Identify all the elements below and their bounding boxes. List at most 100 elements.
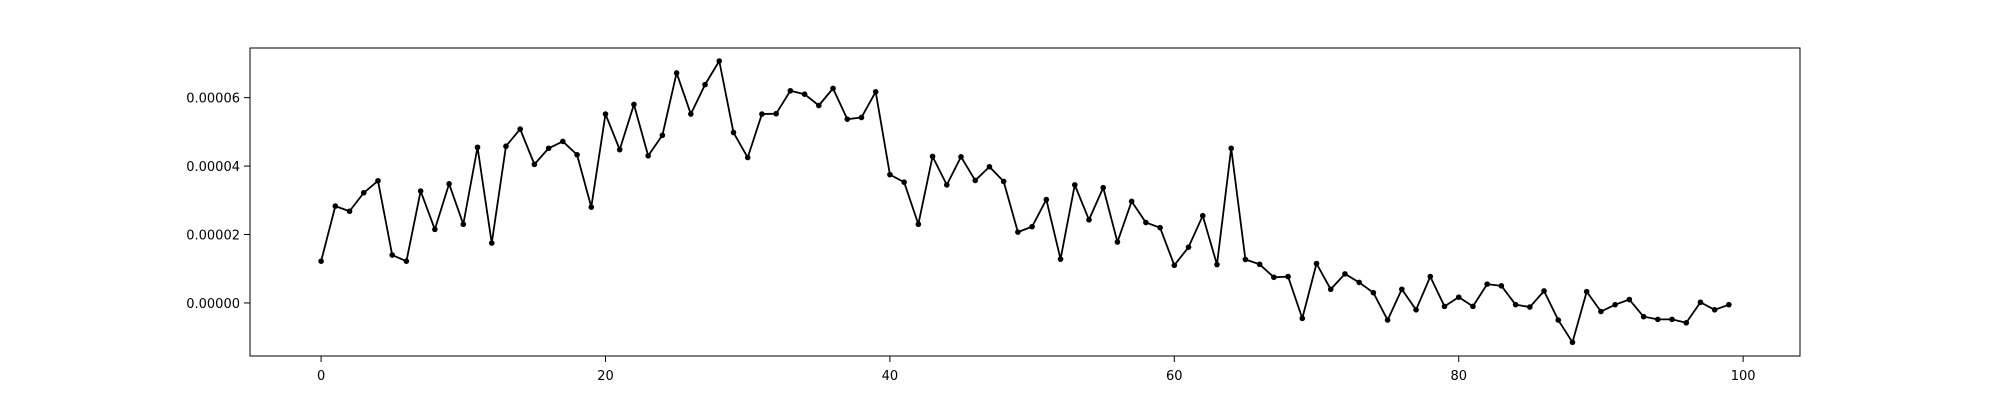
data-point xyxy=(659,132,666,139)
data-point xyxy=(318,258,324,265)
data-point xyxy=(1569,339,1576,346)
data-point xyxy=(1171,262,1178,269)
y-tick-label: 0.00002 xyxy=(186,229,240,244)
data-point xyxy=(474,144,481,151)
data-point xyxy=(1583,288,1590,295)
data-point xyxy=(1228,145,1234,152)
series-points xyxy=(318,58,1732,346)
data-point xyxy=(346,208,353,215)
data-point xyxy=(1527,304,1533,310)
data-point xyxy=(673,70,680,76)
data-point xyxy=(616,146,623,153)
y-axis: 0.00000 0.00002 0.00004 0.00006 xyxy=(186,92,250,312)
data-point xyxy=(1285,273,1291,280)
data-point xyxy=(830,85,836,92)
data-point xyxy=(1427,273,1434,280)
data-point xyxy=(446,181,452,187)
data-point xyxy=(1640,313,1647,320)
plot-area xyxy=(250,48,1800,356)
x-tick-label: 60 xyxy=(1166,369,1183,384)
data-point xyxy=(1612,301,1618,308)
data-point xyxy=(503,143,509,150)
data-point xyxy=(1327,286,1334,293)
data-point xyxy=(602,111,609,117)
x-tick-label: 20 xyxy=(597,369,614,384)
data-point xyxy=(1057,256,1064,262)
data-point xyxy=(1697,299,1704,306)
data-point xyxy=(702,81,708,88)
y-tick-label: 0.00000 xyxy=(186,297,240,312)
data-point xyxy=(417,188,424,194)
data-point xyxy=(1441,303,1448,310)
data-point xyxy=(1541,288,1547,294)
data-point xyxy=(389,252,396,258)
data-point xyxy=(1726,301,1732,308)
data-point xyxy=(360,189,367,196)
data-point xyxy=(1470,303,1476,310)
data-point xyxy=(560,138,566,145)
data-point xyxy=(1342,271,1348,277)
data-point xyxy=(872,89,879,95)
data-point xyxy=(1100,184,1107,191)
data-point xyxy=(858,114,865,121)
data-point xyxy=(1071,182,1078,188)
data-point xyxy=(1498,283,1505,289)
data-point xyxy=(1384,317,1391,323)
data-point xyxy=(1455,294,1462,300)
data-point xyxy=(645,153,651,159)
data-point xyxy=(716,58,723,64)
data-point xyxy=(332,203,339,209)
data-point xyxy=(1271,274,1277,281)
data-point xyxy=(1199,212,1206,219)
data-point xyxy=(773,110,779,117)
data-point xyxy=(545,145,552,152)
data-point xyxy=(986,163,993,170)
data-point xyxy=(1029,223,1035,230)
data-point xyxy=(1043,196,1050,203)
x-tick-label: 40 xyxy=(882,369,899,384)
data-point xyxy=(1655,316,1661,323)
data-point xyxy=(1242,256,1249,263)
y-tick-label: 0.00004 xyxy=(186,160,240,175)
data-point xyxy=(943,182,950,188)
data-point xyxy=(1015,229,1021,235)
data-point xyxy=(517,126,523,132)
data-point xyxy=(1484,281,1490,287)
data-point xyxy=(1512,301,1519,308)
y-tick-label: 0.00006 xyxy=(186,92,240,107)
data-point xyxy=(1256,261,1263,268)
data-point xyxy=(958,154,964,160)
x-tick-label: 0 xyxy=(317,369,325,384)
data-point xyxy=(432,226,438,233)
data-point xyxy=(1711,307,1718,313)
data-point xyxy=(915,221,922,228)
data-point xyxy=(901,179,907,185)
data-point xyxy=(1669,316,1675,323)
data-point xyxy=(929,153,936,160)
data-point xyxy=(744,154,751,161)
data-point xyxy=(1555,317,1562,323)
data-point xyxy=(1626,296,1633,303)
data-point xyxy=(1143,219,1149,226)
data-point xyxy=(1000,178,1007,185)
data-point xyxy=(460,221,467,228)
data-point xyxy=(801,91,808,97)
data-point xyxy=(1399,286,1405,293)
data-point xyxy=(1370,289,1377,296)
data-point xyxy=(1356,279,1362,286)
data-point xyxy=(816,102,822,109)
data-point xyxy=(1086,217,1092,223)
data-point xyxy=(887,171,893,178)
data-point xyxy=(972,177,979,184)
data-point xyxy=(375,177,381,184)
series-line xyxy=(320,60,1730,344)
data-point xyxy=(1413,307,1419,313)
data-point xyxy=(574,151,580,158)
data-point xyxy=(588,204,595,210)
data-point xyxy=(759,111,765,117)
x-tick-label: 80 xyxy=(1450,369,1467,384)
data-point xyxy=(688,111,694,117)
x-axis: 0 20 40 60 80 100 xyxy=(317,356,1756,384)
data-point xyxy=(488,240,495,246)
